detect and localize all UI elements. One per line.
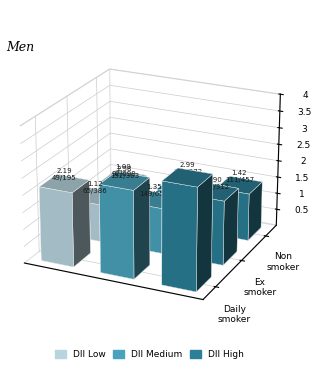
Legend: DII Low, DII Medium, DII High: DII Low, DII Medium, DII High [52, 346, 248, 363]
Text: Men: Men [6, 41, 34, 54]
